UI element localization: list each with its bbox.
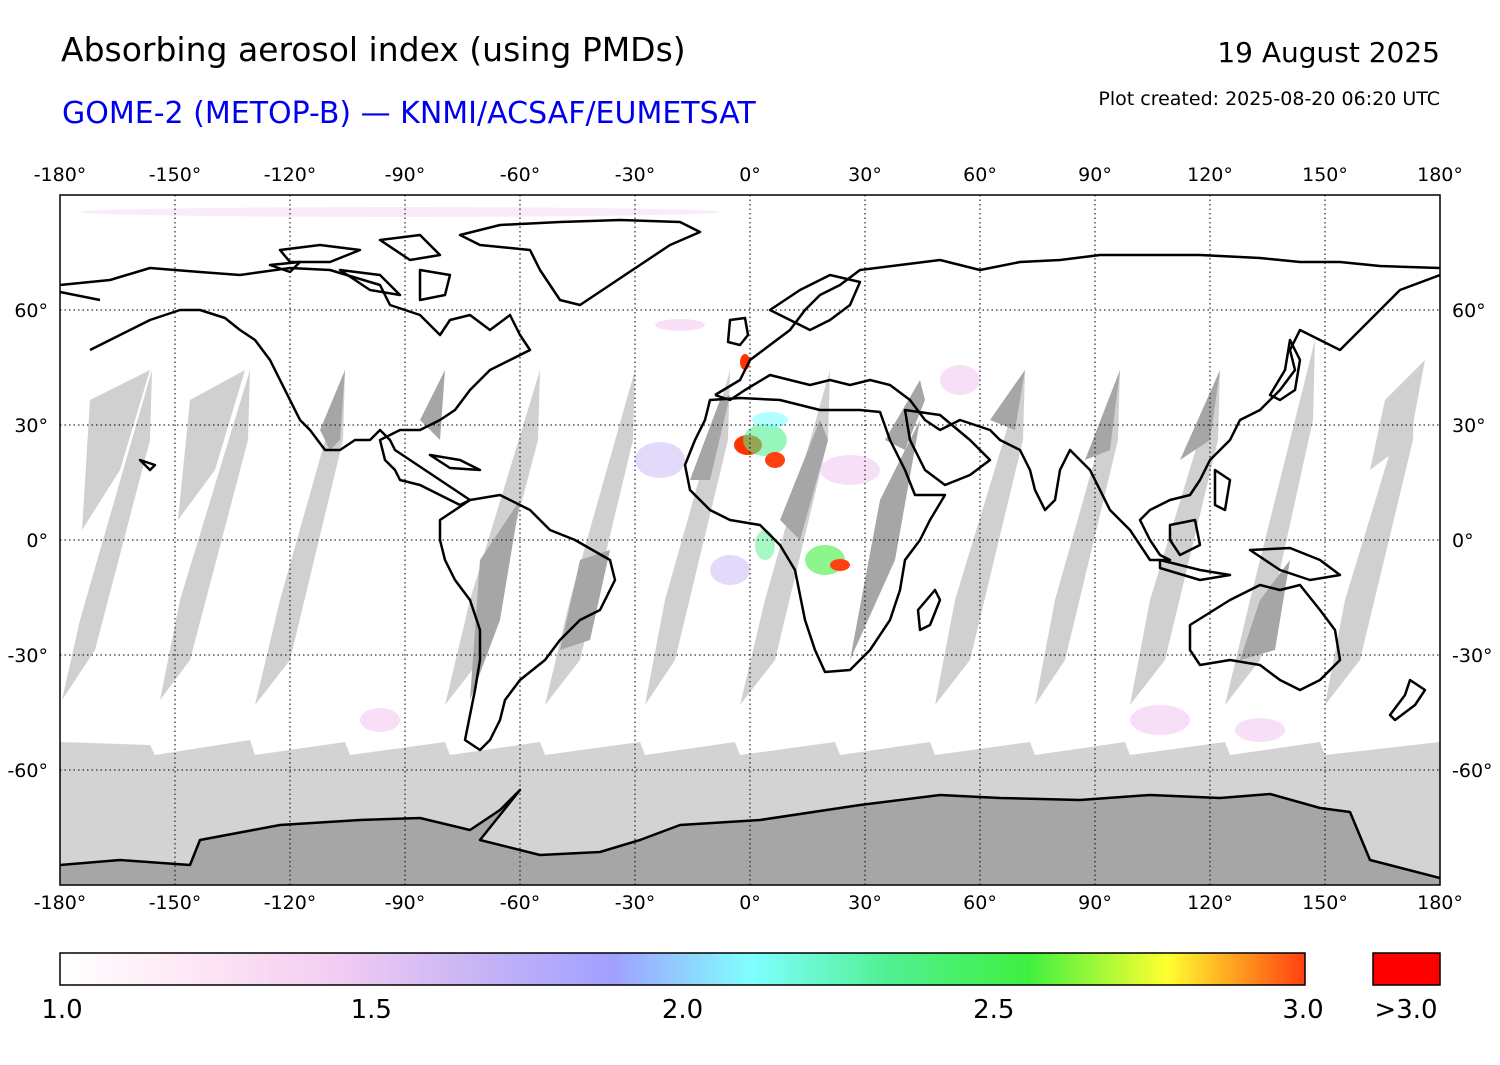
lat-tick-label-right: 30° <box>1452 415 1486 437</box>
graticule <box>60 195 1440 885</box>
lon-tick-label-top: -30° <box>615 164 656 186</box>
coastlines <box>60 218 1440 880</box>
lon-tick-label-bottom: 30° <box>848 892 882 914</box>
orbit-gap <box>1325 370 1415 705</box>
lat-tick-label-left: 30° <box>14 415 48 437</box>
coast-greenland <box>458 218 702 307</box>
colorbar-tick-label: 2.5 <box>973 995 1015 1025</box>
lon-tick-label-bottom: -60° <box>500 892 541 914</box>
coast-africa <box>683 396 947 674</box>
axis-ticks: -180° -180° -150° -150° -120° -120° -90° -90° -6… <box>7 164 1492 914</box>
colorbar-tick-label: 1.5 <box>350 995 392 1025</box>
coast-eurasia <box>714 253 1440 562</box>
lon-tick-label-top: 30° <box>848 164 882 186</box>
lon-tick-label-top: 0° <box>739 164 761 186</box>
coast-australia <box>1188 583 1342 692</box>
lon-tick-label-top: 60° <box>963 164 997 186</box>
orbit-gap <box>1225 340 1315 705</box>
lat-tick-label-right: -30° <box>1452 645 1493 667</box>
lon-tick-label-top: 150° <box>1302 164 1348 186</box>
lon-tick-label-top: -60° <box>500 164 541 186</box>
coast-south-america <box>438 493 617 752</box>
lon-tick-label-top: 180° <box>1417 164 1463 186</box>
colorbar-overflow-label: >3.0 <box>1374 995 1438 1025</box>
map-title: Absorbing aerosol index (using PMDs) <box>61 30 686 69</box>
lon-tick-label-bottom: -180° <box>34 892 87 914</box>
lon-tick-label-bottom: 120° <box>1187 892 1233 914</box>
colorbar-tick-label: 2.0 <box>661 995 704 1025</box>
colorbar-tick-label: 3.0 <box>1282 995 1324 1025</box>
colorbar-tick-label: 1.0 <box>41 995 83 1025</box>
coast-antarctica <box>60 788 1440 880</box>
lat-tick-label-right: -60° <box>1452 760 1493 782</box>
lon-tick-label-top: 90° <box>1078 164 1112 186</box>
lat-tick-label-right: 60° <box>1452 300 1486 322</box>
orbit-gap <box>255 370 345 705</box>
plot-created-timestamp: Plot created: 2025-08-20 06:20 UTC <box>1098 88 1440 110</box>
lon-tick-label-top: 120° <box>1187 164 1233 186</box>
lon-tick-label-bottom: -120° <box>264 892 317 914</box>
lon-tick-label-bottom: -150° <box>149 892 202 914</box>
aerosol-signal <box>80 207 1285 742</box>
map-subtitle: GOME-2 (METOP-B) — KNMI/ACSAF/EUMETSAT <box>62 96 756 131</box>
lat-tick-label-left: 0° <box>26 530 48 552</box>
lon-tick-label-top: -180° <box>34 164 87 186</box>
no-data-swath <box>82 370 150 530</box>
lat-tick-label-left: -30° <box>7 645 48 667</box>
map-frame <box>59 194 1441 886</box>
orbit-gap <box>445 370 540 705</box>
lat-tick-label-right: 0° <box>1452 530 1474 552</box>
no-data-swath <box>1370 360 1425 470</box>
lon-tick-label-bottom: 90° <box>1078 892 1112 914</box>
orbit-gap <box>160 370 250 700</box>
lon-tick-label-bottom: 60° <box>963 892 997 914</box>
lat-tick-label-left: -60° <box>7 760 48 782</box>
coast-north-america <box>60 266 532 507</box>
lon-tick-label-bottom: 180° <box>1417 892 1463 914</box>
no-data-swath <box>178 370 245 520</box>
lon-tick-label-top: -120° <box>264 164 317 186</box>
lon-tick-label-top: -90° <box>385 164 426 186</box>
lon-tick-label-bottom: -90° <box>385 892 426 914</box>
lon-tick-label-top: -150° <box>149 164 202 186</box>
lat-tick-label-left: 60° <box>14 300 48 322</box>
colorbar-overflow-box <box>1372 952 1441 986</box>
lon-tick-label-bottom: 0° <box>739 892 761 914</box>
orbit-gap <box>62 370 152 700</box>
orbit-gap <box>1130 370 1220 705</box>
coast-uk <box>726 316 750 347</box>
colorbar <box>59 952 1306 986</box>
lon-tick-label-bottom: -30° <box>615 892 656 914</box>
map-date: 19 August 2025 <box>1217 36 1440 69</box>
lon-tick-label-bottom: 150° <box>1302 892 1348 914</box>
